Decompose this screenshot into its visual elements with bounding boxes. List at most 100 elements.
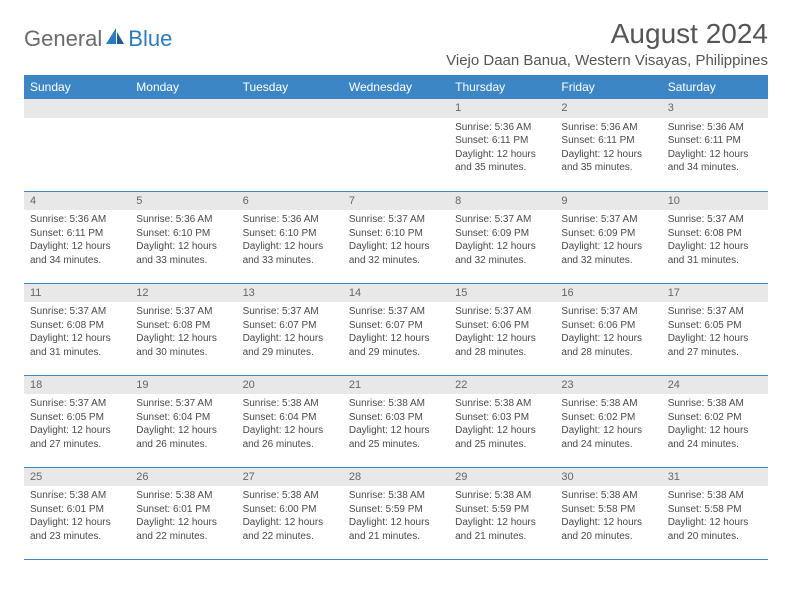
calendar-day-cell: 4Sunrise: 5:36 AMSunset: 6:11 PMDaylight… [24, 191, 130, 283]
brand-part1: General [24, 26, 102, 52]
sunset-line: Sunset: 5:59 PM [455, 503, 549, 517]
daylight-line: Daylight: 12 hours and 34 minutes. [668, 148, 762, 175]
daylight-line: Daylight: 12 hours and 20 minutes. [668, 516, 762, 543]
sunset-line: Sunset: 6:03 PM [349, 411, 443, 425]
daylight-line: Daylight: 12 hours and 35 minutes. [455, 148, 549, 175]
day-body: Sunrise: 5:38 AMSunset: 5:59 PMDaylight:… [343, 486, 449, 545]
sunset-line: Sunset: 6:07 PM [349, 319, 443, 333]
calendar-week-row: 25Sunrise: 5:38 AMSunset: 6:01 PMDayligh… [24, 467, 768, 559]
calendar-day-cell: 19Sunrise: 5:37 AMSunset: 6:04 PMDayligh… [130, 375, 236, 467]
day-number: 17 [662, 284, 768, 303]
sunrise-line: Sunrise: 5:37 AM [561, 305, 655, 319]
day-number: 1 [449, 99, 555, 118]
sunrise-line: Sunrise: 5:38 AM [668, 397, 762, 411]
sunrise-line: Sunrise: 5:37 AM [136, 305, 230, 319]
calendar-day-cell [343, 99, 449, 191]
brand-part2: Blue [128, 26, 172, 52]
sunrise-line: Sunrise: 5:38 AM [561, 397, 655, 411]
sunset-line: Sunset: 6:04 PM [243, 411, 337, 425]
calendar-day-cell: 25Sunrise: 5:38 AMSunset: 6:01 PMDayligh… [24, 467, 130, 559]
calendar-day-cell: 13Sunrise: 5:37 AMSunset: 6:07 PMDayligh… [237, 283, 343, 375]
day-body: Sunrise: 5:37 AMSunset: 6:08 PMDaylight:… [662, 210, 768, 269]
day-number: 10 [662, 192, 768, 211]
day-number: 2 [555, 99, 661, 118]
sunset-line: Sunset: 6:09 PM [455, 227, 549, 241]
weekday-header: Tuesday [237, 75, 343, 99]
day-number: 30 [555, 468, 661, 487]
sunset-line: Sunset: 5:58 PM [668, 503, 762, 517]
sunset-line: Sunset: 6:00 PM [243, 503, 337, 517]
daylight-line: Daylight: 12 hours and 29 minutes. [349, 332, 443, 359]
day-number: 20 [237, 376, 343, 395]
day-body: Sunrise: 5:37 AMSunset: 6:07 PMDaylight:… [237, 302, 343, 361]
calendar-week-row: 18Sunrise: 5:37 AMSunset: 6:05 PMDayligh… [24, 375, 768, 467]
day-number: 3 [662, 99, 768, 118]
calendar-day-cell: 29Sunrise: 5:38 AMSunset: 5:59 PMDayligh… [449, 467, 555, 559]
day-number: 29 [449, 468, 555, 487]
sunset-line: Sunset: 6:09 PM [561, 227, 655, 241]
calendar-body: 1Sunrise: 5:36 AMSunset: 6:11 PMDaylight… [24, 99, 768, 559]
brand-logo: General Blue [24, 26, 172, 52]
sunrise-line: Sunrise: 5:37 AM [668, 305, 762, 319]
calendar-day-cell: 11Sunrise: 5:37 AMSunset: 6:08 PMDayligh… [24, 283, 130, 375]
daylight-line: Daylight: 12 hours and 23 minutes. [30, 516, 124, 543]
sunrise-line: Sunrise: 5:38 AM [455, 397, 549, 411]
weekday-header: Thursday [449, 75, 555, 99]
sunset-line: Sunset: 6:04 PM [136, 411, 230, 425]
day-body: Sunrise: 5:36 AMSunset: 6:11 PMDaylight:… [555, 118, 661, 177]
day-number: 28 [343, 468, 449, 487]
calendar-day-cell: 5Sunrise: 5:36 AMSunset: 6:10 PMDaylight… [130, 191, 236, 283]
day-number: 27 [237, 468, 343, 487]
day-body: Sunrise: 5:38 AMSunset: 6:01 PMDaylight:… [24, 486, 130, 545]
sunrise-line: Sunrise: 5:37 AM [455, 213, 549, 227]
day-number: 21 [343, 376, 449, 395]
sunset-line: Sunset: 6:10 PM [136, 227, 230, 241]
day-number: 26 [130, 468, 236, 487]
sunset-line: Sunset: 6:06 PM [561, 319, 655, 333]
sunrise-line: Sunrise: 5:38 AM [668, 489, 762, 503]
daylight-line: Daylight: 12 hours and 30 minutes. [136, 332, 230, 359]
calendar-day-cell: 8Sunrise: 5:37 AMSunset: 6:09 PMDaylight… [449, 191, 555, 283]
weekday-header: Friday [555, 75, 661, 99]
daylight-line: Daylight: 12 hours and 22 minutes. [243, 516, 337, 543]
sunrise-line: Sunrise: 5:36 AM [455, 121, 549, 135]
weekday-header: Wednesday [343, 75, 449, 99]
sunset-line: Sunset: 6:08 PM [668, 227, 762, 241]
day-number: 15 [449, 284, 555, 303]
sunrise-line: Sunrise: 5:37 AM [243, 305, 337, 319]
daylight-line: Daylight: 12 hours and 34 minutes. [30, 240, 124, 267]
day-body: Sunrise: 5:38 AMSunset: 6:04 PMDaylight:… [237, 394, 343, 453]
daylight-line: Daylight: 12 hours and 29 minutes. [243, 332, 337, 359]
day-body: Sunrise: 5:38 AMSunset: 5:58 PMDaylight:… [555, 486, 661, 545]
sunrise-line: Sunrise: 5:37 AM [349, 213, 443, 227]
calendar-day-cell: 14Sunrise: 5:37 AMSunset: 6:07 PMDayligh… [343, 283, 449, 375]
sunrise-line: Sunrise: 5:37 AM [349, 305, 443, 319]
daylight-line: Daylight: 12 hours and 28 minutes. [455, 332, 549, 359]
daylight-line: Daylight: 12 hours and 22 minutes. [136, 516, 230, 543]
calendar-day-cell: 26Sunrise: 5:38 AMSunset: 6:01 PMDayligh… [130, 467, 236, 559]
day-body: Sunrise: 5:38 AMSunset: 6:03 PMDaylight:… [449, 394, 555, 453]
daylight-line: Daylight: 12 hours and 32 minutes. [561, 240, 655, 267]
sunrise-line: Sunrise: 5:36 AM [668, 121, 762, 135]
day-body: Sunrise: 5:37 AMSunset: 6:05 PMDaylight:… [662, 302, 768, 361]
day-number: 4 [24, 192, 130, 211]
day-number-empty [343, 99, 449, 118]
calendar-day-cell: 24Sunrise: 5:38 AMSunset: 6:02 PMDayligh… [662, 375, 768, 467]
sunset-line: Sunset: 6:06 PM [455, 319, 549, 333]
sunrise-line: Sunrise: 5:38 AM [349, 397, 443, 411]
day-body: Sunrise: 5:37 AMSunset: 6:09 PMDaylight:… [555, 210, 661, 269]
sunset-line: Sunset: 6:11 PM [561, 134, 655, 148]
day-body: Sunrise: 5:37 AMSunset: 6:08 PMDaylight:… [24, 302, 130, 361]
calendar-day-cell [24, 99, 130, 191]
daylight-line: Daylight: 12 hours and 25 minutes. [349, 424, 443, 451]
sunrise-line: Sunrise: 5:36 AM [561, 121, 655, 135]
title-block: August 2024 Viejo Daan Banua, Western Vi… [446, 18, 768, 69]
day-number-empty [237, 99, 343, 118]
daylight-line: Daylight: 12 hours and 32 minutes. [455, 240, 549, 267]
calendar-week-row: 4Sunrise: 5:36 AMSunset: 6:11 PMDaylight… [24, 191, 768, 283]
calendar-day-cell: 3Sunrise: 5:36 AMSunset: 6:11 PMDaylight… [662, 99, 768, 191]
day-body: Sunrise: 5:36 AMSunset: 6:10 PMDaylight:… [130, 210, 236, 269]
calendar-table: SundayMondayTuesdayWednesdayThursdayFrid… [24, 75, 768, 560]
day-number: 18 [24, 376, 130, 395]
calendar-day-cell: 15Sunrise: 5:37 AMSunset: 6:06 PMDayligh… [449, 283, 555, 375]
